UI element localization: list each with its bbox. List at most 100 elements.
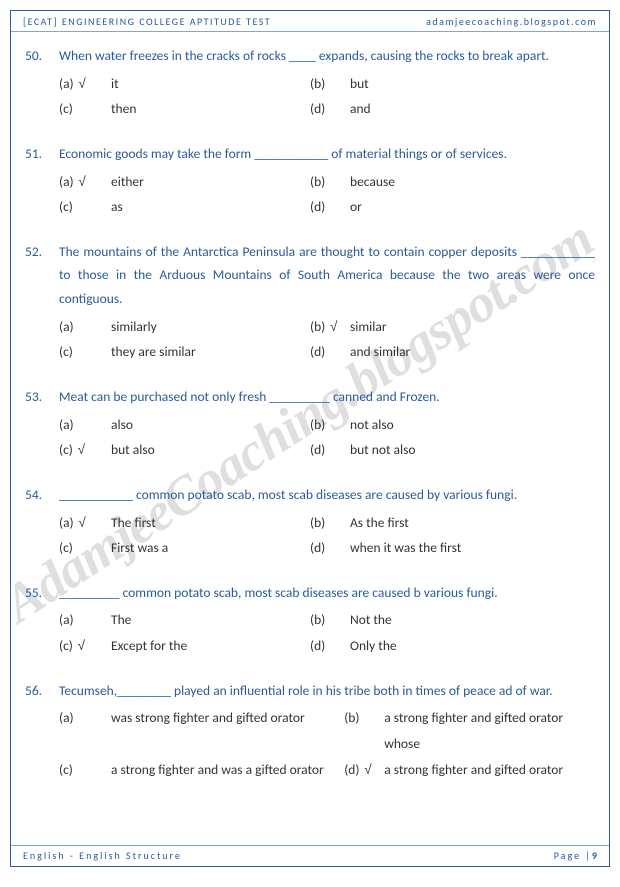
option-text: was strong fighter and gifted orator bbox=[111, 705, 311, 756]
question-text: Tecumseh,________ played an influential … bbox=[59, 679, 595, 703]
option-text: they are similar bbox=[111, 339, 202, 365]
option-label: (c) √ bbox=[25, 633, 111, 659]
option-text: but also bbox=[111, 437, 161, 463]
option-cell: (b)As the first bbox=[310, 510, 595, 536]
option-label: (c) bbox=[25, 96, 111, 122]
option-label: (a) bbox=[25, 607, 111, 633]
option-row: (a) √it(b)but bbox=[25, 71, 595, 97]
check-icon: √ bbox=[326, 319, 337, 334]
question-text: When water freezes in the cracks of rock… bbox=[59, 44, 595, 68]
header-title: ENGINEERING COLLEGE APTITUDE TEST bbox=[58, 15, 271, 28]
options-block: (a)similarly(b) √similar(c)they are simi… bbox=[25, 314, 595, 365]
option-label: (a) √ bbox=[25, 510, 111, 536]
option-row: (c)a strong fighter and was a gifted ora… bbox=[25, 757, 595, 783]
option-label: (b) √ bbox=[310, 314, 350, 340]
option-row: (c)then(d)and bbox=[25, 96, 595, 122]
option-row: (a) √either(b)because bbox=[25, 169, 595, 195]
option-text: Only the bbox=[350, 633, 403, 659]
option-cell: (d)and bbox=[310, 96, 595, 122]
question-row: 55._________ common potato scab, most sc… bbox=[25, 581, 595, 605]
option-label: (a) bbox=[25, 314, 111, 340]
question-block: 51.Economic goods may take the form ____… bbox=[25, 142, 595, 220]
option-label: (b) bbox=[310, 510, 350, 536]
option-row: (c)as(d)or bbox=[25, 194, 595, 220]
option-text: when it was the first bbox=[350, 535, 467, 561]
option-label: (a) bbox=[25, 705, 111, 756]
option-cell: (b) √similar bbox=[310, 314, 595, 340]
option-cell: (d)when it was the first bbox=[310, 535, 595, 561]
header-url: adamjeecoaching.blogspot.com bbox=[426, 15, 597, 28]
option-text: but bbox=[350, 71, 375, 97]
option-text: as bbox=[111, 194, 129, 220]
option-label: (c) bbox=[25, 194, 111, 220]
option-text: As the first bbox=[350, 510, 415, 536]
option-text: then bbox=[111, 96, 142, 122]
options-block: (a) √it(b)but(c)then(d)and bbox=[25, 71, 595, 122]
question-text: The mountains of the Antarctica Peninsul… bbox=[59, 240, 595, 311]
option-cell: (b)not also bbox=[310, 412, 595, 438]
question-number: 56. bbox=[25, 679, 59, 703]
options-block: (a)also(b)not also(c) √but also (d)but no… bbox=[25, 412, 595, 463]
option-cell: (b)Not the bbox=[310, 607, 595, 633]
question-block: 50.When water freezes in the cracks of r… bbox=[25, 44, 595, 122]
option-label: (c) √ bbox=[25, 437, 111, 463]
option-cell: (d) √a strong fighter and gifted orator bbox=[344, 757, 595, 783]
page-header: [ECAT] ENGINEERING COLLEGE APTITUDE TEST… bbox=[11, 11, 609, 32]
question-row: 52.The mountains of the Antarctica Penin… bbox=[25, 240, 595, 311]
options-block: (a)The (b)Not the(c) √Except for the(d)On… bbox=[25, 607, 595, 658]
question-row: 54.___________ common potato scab, most … bbox=[25, 483, 595, 507]
option-label: (b) bbox=[310, 607, 350, 633]
question-block: 54.___________ common potato scab, most … bbox=[25, 483, 595, 561]
option-text: a strong fighter and was a gifted orator bbox=[111, 757, 330, 783]
question-number: 52. bbox=[25, 240, 59, 311]
option-row: (c) √but also (d)but not also bbox=[25, 437, 595, 463]
option-label: (d) bbox=[310, 437, 350, 463]
option-row: (a)similarly(b) √similar bbox=[25, 314, 595, 340]
options-block: (a) √either(b)because(c)as(d)or bbox=[25, 169, 595, 220]
question-row: 53.Meat can be purchased not only fresh … bbox=[25, 385, 595, 409]
option-cell: (c) √Except for the bbox=[25, 633, 310, 659]
option-row: (a)was strong fighter and gifted orator(… bbox=[25, 705, 595, 756]
option-row: (a)also(b)not also bbox=[25, 412, 595, 438]
option-row: (c)First was a(d)when it was the first bbox=[25, 535, 595, 561]
footer-page-number: 9 bbox=[592, 849, 597, 862]
option-cell: (d)but not also bbox=[310, 437, 595, 463]
header-left: [ECAT] ENGINEERING COLLEGE APTITUDE TEST bbox=[23, 15, 271, 28]
footer-page-label: Page | bbox=[554, 849, 592, 862]
question-block: 55._________ common potato scab, most sc… bbox=[25, 581, 595, 659]
option-cell: (a) √either bbox=[25, 169, 310, 195]
option-label: (d) bbox=[310, 535, 350, 561]
footer-subject: English - English Structure bbox=[23, 849, 182, 862]
question-block: 56.Tecumseh,________ played an influenti… bbox=[25, 679, 595, 783]
option-cell: (b)because bbox=[310, 169, 595, 195]
option-cell: (c)a strong fighter and was a gifted ora… bbox=[25, 757, 344, 783]
option-cell: (c)they are similar bbox=[25, 339, 310, 365]
option-cell: (a)similarly bbox=[25, 314, 310, 340]
option-label: (d) bbox=[310, 633, 350, 659]
option-label: (d) bbox=[310, 194, 350, 220]
question-text: Economic goods may take the form _______… bbox=[59, 142, 595, 166]
check-icon: √ bbox=[74, 638, 85, 653]
option-label: (a) √ bbox=[25, 71, 111, 97]
option-cell: (a)was strong fighter and gifted orator bbox=[25, 705, 344, 756]
check-icon: √ bbox=[74, 442, 85, 457]
question-block: 53.Meat can be purchased not only fresh … bbox=[25, 385, 595, 463]
question-number: 53. bbox=[25, 385, 59, 409]
option-text: The bbox=[111, 607, 137, 633]
option-cell: (a) √The first bbox=[25, 510, 310, 536]
option-text: but not also bbox=[350, 437, 422, 463]
option-cell: (c)as bbox=[25, 194, 310, 220]
option-label: (d) bbox=[310, 339, 350, 365]
question-text: ___________ common potato scab, most sca… bbox=[59, 483, 595, 507]
check-icon: √ bbox=[360, 762, 371, 777]
check-icon: √ bbox=[75, 515, 86, 530]
option-text: and bbox=[350, 96, 377, 122]
option-row: (c) √Except for the(d)Only the bbox=[25, 633, 595, 659]
option-cell: (d)and similar bbox=[310, 339, 595, 365]
option-text: or bbox=[350, 194, 368, 220]
option-cell: (c)then bbox=[25, 96, 310, 122]
option-text: a strong fighter and gifted orator bbox=[384, 757, 569, 783]
question-row: 50.When water freezes in the cracks of r… bbox=[25, 44, 595, 68]
header-ecat: [ECAT] bbox=[23, 15, 58, 28]
option-row: (a)The (b)Not the bbox=[25, 607, 595, 633]
